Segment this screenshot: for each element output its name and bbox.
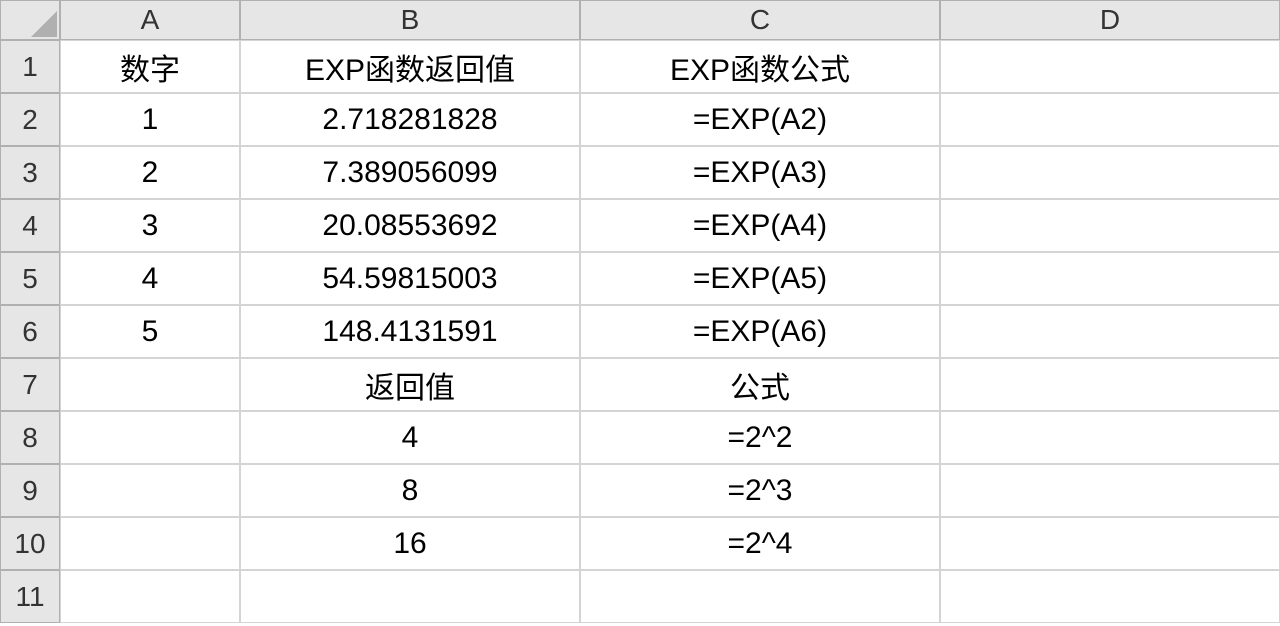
cell-D2[interactable]: [940, 93, 1280, 146]
cell-C7[interactable]: 公式: [580, 358, 940, 411]
cell-A7[interactable]: [60, 358, 240, 411]
row-header-10[interactable]: 10: [0, 517, 60, 570]
select-all-corner[interactable]: [0, 0, 60, 40]
cell-A3[interactable]: 2: [60, 146, 240, 199]
cell-C8[interactable]: =2^2: [580, 411, 940, 464]
cell-C5[interactable]: =EXP(A5): [580, 252, 940, 305]
cell-C6[interactable]: =EXP(A6): [580, 305, 940, 358]
row-header-7[interactable]: 7: [0, 358, 60, 411]
row-header-2[interactable]: 2: [0, 93, 60, 146]
cell-B2[interactable]: 2.718281828: [240, 93, 580, 146]
cell-B6[interactable]: 148.4131591: [240, 305, 580, 358]
row-header-6[interactable]: 6: [0, 305, 60, 358]
column-header-D[interactable]: D: [940, 0, 1280, 40]
cell-D3[interactable]: [940, 146, 1280, 199]
cell-D11[interactable]: [940, 570, 1280, 623]
cell-D5[interactable]: [940, 252, 1280, 305]
row-header-4[interactable]: 4: [0, 199, 60, 252]
spreadsheet-grid[interactable]: ABCD1数字EXP函数返回值EXP函数公式212.718281828=EXP(…: [0, 0, 1280, 623]
row-header-8[interactable]: 8: [0, 411, 60, 464]
cell-B4[interactable]: 20.08553692: [240, 199, 580, 252]
cell-B9[interactable]: 8: [240, 464, 580, 517]
cell-B3[interactable]: 7.389056099: [240, 146, 580, 199]
cell-C10[interactable]: =2^4: [580, 517, 940, 570]
column-header-B[interactable]: B: [240, 0, 580, 40]
row-header-11[interactable]: 11: [0, 570, 60, 623]
cell-C3[interactable]: =EXP(A3): [580, 146, 940, 199]
column-header-A[interactable]: A: [60, 0, 240, 40]
cell-D7[interactable]: [940, 358, 1280, 411]
cell-A1[interactable]: 数字: [60, 40, 240, 93]
cell-A8[interactable]: [60, 411, 240, 464]
cell-A10[interactable]: [60, 517, 240, 570]
cell-B8[interactable]: 4: [240, 411, 580, 464]
cell-A6[interactable]: 5: [60, 305, 240, 358]
row-header-1[interactable]: 1: [0, 40, 60, 93]
column-header-C[interactable]: C: [580, 0, 940, 40]
cell-D9[interactable]: [940, 464, 1280, 517]
cell-D1[interactable]: [940, 40, 1280, 93]
cell-A11[interactable]: [60, 570, 240, 623]
cell-C1[interactable]: EXP函数公式: [580, 40, 940, 93]
cell-C2[interactable]: =EXP(A2): [580, 93, 940, 146]
cell-B7[interactable]: 返回值: [240, 358, 580, 411]
cell-D4[interactable]: [940, 199, 1280, 252]
cell-D6[interactable]: [940, 305, 1280, 358]
cell-C11[interactable]: [580, 570, 940, 623]
cell-A2[interactable]: 1: [60, 93, 240, 146]
row-header-3[interactable]: 3: [0, 146, 60, 199]
cell-A4[interactable]: 3: [60, 199, 240, 252]
row-header-5[interactable]: 5: [0, 252, 60, 305]
cell-A5[interactable]: 4: [60, 252, 240, 305]
cell-C4[interactable]: =EXP(A4): [580, 199, 940, 252]
cell-D8[interactable]: [940, 411, 1280, 464]
cell-D10[interactable]: [940, 517, 1280, 570]
select-all-triangle-icon: [31, 11, 57, 37]
cell-B10[interactable]: 16: [240, 517, 580, 570]
cell-C9[interactable]: =2^3: [580, 464, 940, 517]
row-header-9[interactable]: 9: [0, 464, 60, 517]
cell-B5[interactable]: 54.59815003: [240, 252, 580, 305]
cell-B1[interactable]: EXP函数返回值: [240, 40, 580, 93]
cell-A9[interactable]: [60, 464, 240, 517]
cell-B11[interactable]: [240, 570, 580, 623]
